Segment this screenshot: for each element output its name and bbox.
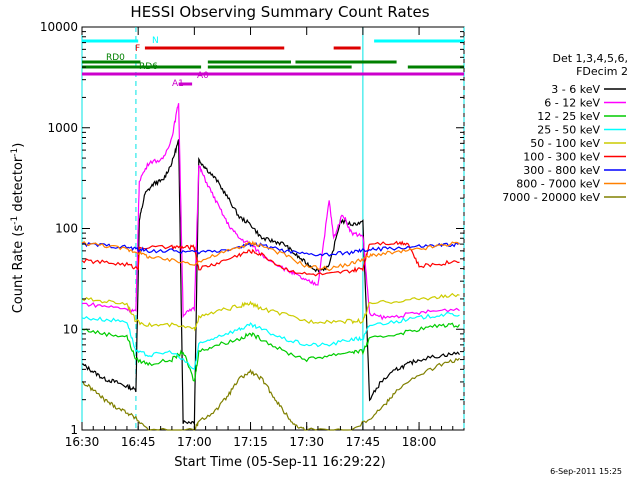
x-axis: 16:30 16:45 17:00 17:15 17:30 17:45 18:00: [65, 27, 454, 449]
x-tick-label: 17:45: [346, 435, 381, 449]
y-tick-label: 100: [55, 222, 78, 236]
flag-label: A1: [172, 79, 184, 89]
legend-label: 50 - 100 keV: [530, 137, 600, 150]
chart-title: HESSI Observing Summary Count Rates: [130, 3, 429, 21]
series-line: [81, 139, 460, 426]
series-line: [81, 240, 460, 272]
series-line: [81, 322, 460, 383]
series-line: [81, 292, 460, 332]
x-tick-label: 17:30: [289, 435, 324, 449]
plot-area: N F RD0 RD6 A1 A0: [81, 26, 465, 431]
x-tick-label: 18:00: [402, 435, 437, 449]
flag-label: F: [135, 44, 140, 54]
footer-date: 6-Sep-2011 15:25: [550, 467, 622, 476]
flag-label: RD6: [139, 62, 158, 72]
y-axis: 1 10 100 1000 10000: [40, 20, 464, 437]
y-axis-label: Count Rate (s-1 detector-1): [10, 143, 26, 314]
flag-label: A0: [197, 71, 209, 81]
y-tick-label: 10: [63, 322, 78, 336]
legend-label: 6 - 12 keV: [544, 97, 600, 110]
legend-header: FDecim 2: [576, 65, 628, 78]
flag-label: N: [152, 36, 159, 46]
y-axis-label-sup: -1: [10, 148, 20, 157]
y-tick-label: 10000: [40, 20, 78, 34]
x-tick-label: 17:15: [233, 435, 268, 449]
legend-label: 7000 - 20000 keV: [502, 191, 600, 204]
legend-label: 100 - 300 keV: [523, 151, 600, 164]
legend-header: Det 1,3,4,5,6,: [552, 52, 628, 65]
legend-label: 12 - 25 keV: [537, 110, 600, 123]
y-axis-label-sup: -1: [10, 216, 20, 225]
flag-label: RD0: [106, 53, 125, 63]
y-axis-label-part: Count Rate (s: [11, 225, 26, 314]
x-axis-label: Start Time (05-Sep-11 16:29:22): [174, 455, 385, 470]
series-line: [81, 311, 460, 370]
x-tick-label: 17:00: [177, 435, 212, 449]
x-tick-label: 16:45: [121, 435, 156, 449]
legend-label: 800 - 7000 keV: [516, 178, 600, 191]
legend-label: 300 - 800 keV: [523, 164, 600, 177]
y-tick-label: 1: [70, 423, 78, 437]
legend-label: 3 - 6 keV: [551, 83, 600, 96]
y-tick-label: 1000: [47, 121, 78, 135]
y-axis-label-part: ): [11, 143, 26, 148]
legend-label: 25 - 50 keV: [537, 124, 600, 137]
series-line: [81, 103, 460, 321]
x-tick-label: 16:30: [65, 435, 100, 449]
y-axis-label-part: detector: [11, 156, 26, 216]
series-line: [81, 357, 460, 431]
